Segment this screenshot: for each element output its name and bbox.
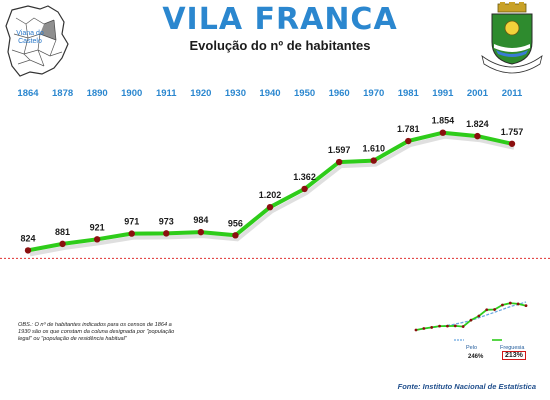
data-point bbox=[197, 228, 205, 236]
year-tick-label: 1950 bbox=[294, 88, 315, 99]
data-label: 1.597 bbox=[328, 145, 351, 155]
population-line-chart: 1864 1878 1890 1900 1911 1920 1930 1940 1950 1960… bbox=[0, 88, 550, 259]
data-label: 1.854 bbox=[432, 116, 455, 126]
map-label: Viana do Castelo bbox=[16, 30, 44, 45]
data-label: 984 bbox=[193, 215, 208, 225]
data-point bbox=[508, 140, 516, 147]
page-subtitle: Evolução do nº de habitantes bbox=[189, 38, 371, 53]
data-label: 1.362 bbox=[293, 172, 316, 182]
mini-data-point bbox=[438, 324, 441, 328]
data-label: 1.610 bbox=[362, 144, 385, 154]
year-tick-label: 1930 bbox=[225, 88, 246, 99]
mini-markers bbox=[414, 301, 528, 332]
mini-data-point bbox=[430, 326, 434, 329]
year-axis: 1864 1878 1890 1900 1911 1920 1930 1940 1950 1960… bbox=[17, 88, 523, 99]
mini-data-point bbox=[469, 318, 473, 322]
data-point bbox=[301, 185, 308, 193]
data-point bbox=[93, 236, 101, 243]
data-point bbox=[266, 204, 274, 211]
observation-note: OBS.: O nº de habitantes indicados para … bbox=[18, 322, 175, 342]
year-tick-label: 1864 bbox=[17, 88, 39, 99]
mini-data-point bbox=[453, 324, 457, 328]
page-title: VILA FRANCA bbox=[162, 2, 398, 37]
data-label: 921 bbox=[90, 222, 105, 232]
legend-label-pelo: Pelo bbox=[466, 345, 478, 351]
mini-data-point bbox=[493, 308, 496, 311]
data-point bbox=[405, 137, 412, 145]
data-point bbox=[232, 232, 239, 239]
growth-percent-pelo: 246% bbox=[468, 354, 484, 360]
mini-data-point bbox=[485, 308, 489, 312]
data-point bbox=[474, 132, 481, 140]
growth-percent-freguesia: 213% bbox=[502, 351, 526, 360]
data-point bbox=[335, 158, 343, 166]
year-tick-label: 1970 bbox=[363, 88, 384, 99]
data-point bbox=[439, 129, 447, 136]
mini-series-pelo bbox=[415, 301, 527, 331]
data-label: 1.202 bbox=[259, 190, 282, 200]
mini-data-point bbox=[524, 304, 528, 308]
mini-data-point bbox=[516, 302, 520, 306]
year-tick-label: 1981 bbox=[398, 88, 420, 99]
year-tick-label: 1991 bbox=[432, 88, 454, 99]
mini-data-point bbox=[422, 327, 426, 330]
year-tick-label: 2001 bbox=[467, 88, 489, 99]
data-point bbox=[128, 230, 135, 237]
source-note: Fonte: Instituto Nacional de Estatística bbox=[397, 382, 536, 391]
value-labels: 824 881 921 971 973 984 956 1.202 1.362 1.597 1.61… bbox=[20, 116, 523, 244]
legend-label-freguesia: Freguesia bbox=[500, 345, 525, 351]
year-tick-label: 1940 bbox=[259, 88, 280, 99]
data-point bbox=[24, 247, 32, 254]
mini-data-point bbox=[446, 324, 449, 328]
mini-comparison-chart bbox=[414, 301, 528, 341]
data-label: 971 bbox=[124, 217, 139, 227]
data-label: 881 bbox=[55, 227, 70, 237]
data-point bbox=[59, 240, 66, 248]
district-map-icon bbox=[5, 5, 69, 77]
year-tick-label: 1960 bbox=[329, 88, 350, 99]
year-tick-label: 1890 bbox=[87, 88, 108, 99]
mini-data-point bbox=[414, 328, 418, 332]
mini-data-point bbox=[461, 325, 465, 328]
data-point bbox=[163, 230, 170, 237]
data-label: 973 bbox=[159, 216, 174, 226]
year-tick-label: 2011 bbox=[502, 88, 523, 99]
year-tick-label: 1878 bbox=[52, 88, 73, 99]
year-tick-label: 1900 bbox=[121, 88, 142, 99]
data-label: 956 bbox=[228, 218, 243, 228]
data-label: 1.757 bbox=[501, 127, 524, 137]
data-label: 824 bbox=[20, 233, 35, 243]
year-tick-label: 1911 bbox=[156, 88, 177, 99]
parish-crest-icon bbox=[481, 2, 543, 74]
data-point bbox=[370, 157, 377, 164]
mini-data-point bbox=[508, 301, 512, 305]
series-markers bbox=[24, 129, 516, 254]
mini-data-point bbox=[477, 314, 481, 318]
data-label: 1.781 bbox=[397, 124, 420, 134]
year-tick-label: 1920 bbox=[190, 88, 211, 99]
mini-data-point bbox=[501, 303, 504, 307]
data-label: 1.824 bbox=[466, 119, 489, 129]
series-shadow bbox=[29, 134, 515, 257]
